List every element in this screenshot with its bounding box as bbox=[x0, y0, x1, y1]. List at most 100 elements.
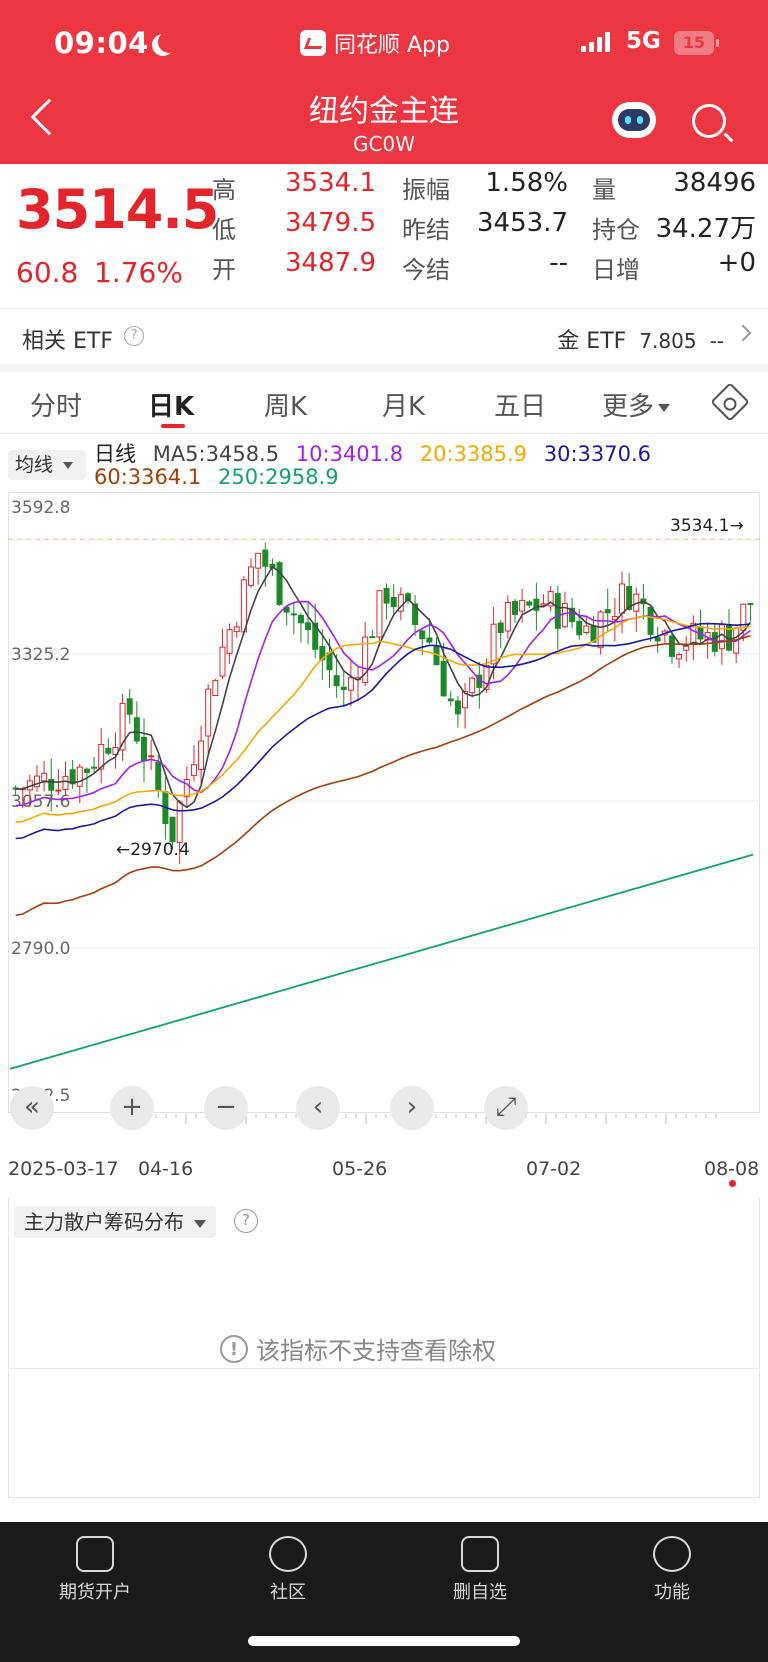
candle-down bbox=[533, 598, 540, 611]
candle-down bbox=[297, 614, 304, 624]
chip-divider bbox=[8, 1368, 760, 1369]
chip-selector-label: 主力散户筹码分布 bbox=[24, 1210, 184, 1234]
minus-square-icon bbox=[461, 1536, 499, 1572]
status-app[interactable]: 同花顺 App bbox=[300, 27, 450, 59]
chart-canvas[interactable]: 3592.83325.23057.62790.02522.53534.1→←29… bbox=[8, 492, 760, 1144]
tab-monthly-k[interactable]: 月K bbox=[382, 392, 426, 422]
chevron-down-icon bbox=[194, 1219, 207, 1228]
candle-up bbox=[519, 599, 526, 612]
status-time: 09:04 bbox=[54, 26, 149, 60]
nav-community[interactable]: 社区 bbox=[228, 1536, 348, 1604]
ma10-line bbox=[15, 600, 751, 807]
price-change: 60.8 bbox=[16, 256, 79, 289]
chart-frame bbox=[8, 492, 760, 1113]
candle-up bbox=[98, 743, 105, 770]
scroll-start-button[interactable]: « bbox=[10, 1086, 54, 1130]
candle-down bbox=[626, 586, 633, 610]
candle-down bbox=[569, 607, 576, 623]
candle-up bbox=[183, 778, 190, 798]
candle-down bbox=[283, 606, 290, 613]
price-change-pct: 1.76% bbox=[94, 256, 183, 289]
high-price-marker: 3534.1→ bbox=[670, 516, 744, 536]
assistant-robot-icon[interactable] bbox=[612, 102, 656, 138]
related-etf-row[interactable]: 相关 ETF ? 金 ETF 7.805 -- bbox=[0, 308, 768, 364]
ma60-value: 60:3364.1 bbox=[94, 465, 202, 489]
network-type: 5G bbox=[626, 28, 661, 54]
open-label: 开 bbox=[212, 256, 236, 284]
help-icon[interactable]: ? bbox=[234, 1209, 258, 1233]
candle-up bbox=[619, 583, 626, 614]
candle-down bbox=[69, 769, 76, 785]
nav-label: 功能 bbox=[654, 1582, 690, 1603]
x-tick-label: 2025-03-17 bbox=[8, 1158, 119, 1180]
chip-indicator-selector[interactable]: 主力散户筹码分布 bbox=[14, 1206, 217, 1238]
tab-five-day[interactable]: 五日 bbox=[494, 392, 547, 422]
candle-down bbox=[91, 766, 98, 769]
info-icon[interactable]: ? bbox=[124, 326, 144, 346]
candle-down bbox=[419, 630, 426, 640]
candle-down bbox=[654, 637, 661, 642]
y-tick-label: 3592.8 bbox=[11, 498, 70, 518]
candle-down bbox=[312, 622, 319, 650]
indicator-selector[interactable]: 均线 bbox=[8, 450, 86, 480]
candle-up bbox=[740, 603, 747, 631]
candle-down bbox=[369, 636, 376, 639]
etf-summary: 金 ETF 7.805 -- bbox=[557, 323, 724, 355]
candle-down bbox=[276, 562, 283, 605]
candle-down bbox=[668, 635, 675, 657]
candle-down bbox=[155, 761, 162, 791]
candle-down bbox=[412, 603, 419, 625]
today-marker bbox=[729, 1180, 736, 1187]
search-icon[interactable] bbox=[692, 104, 726, 138]
candle-up bbox=[226, 629, 233, 654]
candle-up bbox=[483, 664, 490, 690]
zoom-out-button[interactable]: − bbox=[204, 1086, 248, 1130]
low-value: 3479.5 bbox=[285, 208, 376, 238]
chevron-down-icon bbox=[63, 462, 74, 469]
x-tick-label: 05-26 bbox=[332, 1158, 388, 1180]
candle-up bbox=[462, 690, 469, 709]
nav-remove-watchlist[interactable]: 删自选 bbox=[420, 1536, 540, 1604]
y-tick-label: 2790.0 bbox=[11, 939, 70, 959]
candle-down bbox=[390, 597, 397, 608]
scroll-right-button[interactable]: › bbox=[390, 1086, 434, 1130]
candle-down bbox=[404, 593, 411, 602]
active-tab-indicator bbox=[161, 424, 185, 428]
volume-value: 38496 bbox=[673, 168, 756, 198]
nav-futures-account[interactable]: 期货开户 bbox=[35, 1536, 155, 1604]
tab-intraday[interactable]: 分时 bbox=[30, 392, 83, 422]
amplitude-label: 振幅 bbox=[402, 176, 450, 204]
prev-settle-label: 昨结 bbox=[402, 216, 450, 244]
candle-down bbox=[454, 700, 461, 715]
ma20-line bbox=[15, 615, 751, 823]
candle-up bbox=[212, 680, 219, 697]
last-price: 3514.5 bbox=[16, 178, 219, 241]
candle-up bbox=[547, 591, 554, 607]
ma-legend-row1: 日线 MA5:3458.5 10:3401.8 20:3385.9 30:337… bbox=[94, 438, 661, 468]
ma30-value: 30:3370.6 bbox=[543, 442, 651, 466]
ma-period: 日线 bbox=[94, 442, 136, 466]
nav-functions[interactable]: 功能 bbox=[612, 1536, 732, 1604]
zoom-in-button[interactable]: + bbox=[110, 1086, 154, 1130]
candle-down bbox=[497, 622, 504, 634]
candle-up bbox=[347, 677, 354, 691]
quote-panel: 3514.5 60.8 1.76% 高 3534.1 低 3479.5 开 34… bbox=[0, 164, 768, 306]
high-label: 高 bbox=[212, 176, 236, 204]
tab-daily-k[interactable]: 日K bbox=[148, 392, 195, 422]
candle-down bbox=[105, 747, 112, 754]
candle-down bbox=[305, 622, 312, 631]
top-bar: 09:04 同花顺 App 5G 15 纽约金主连 GC0W bbox=[0, 0, 768, 164]
tab-more-label: 更多 bbox=[602, 392, 655, 422]
candlestick-chart[interactable]: 3592.83325.23057.62790.02522.53534.1→←29… bbox=[8, 492, 760, 1144]
chevron-down-icon bbox=[658, 403, 671, 412]
tab-more[interactable]: 更多 bbox=[602, 386, 671, 423]
candle-up bbox=[41, 772, 48, 782]
candle-up bbox=[119, 702, 126, 751]
ma5-value: MA5:3458.5 bbox=[152, 442, 280, 466]
scroll-left-button[interactable]: ‹ bbox=[296, 1086, 340, 1130]
fullscreen-button[interactable]: ⤢ bbox=[484, 1086, 528, 1130]
candle-down bbox=[383, 588, 390, 604]
candle-up bbox=[583, 625, 590, 634]
related-etf-label: 相关 ETF bbox=[22, 329, 113, 354]
tab-weekly-k[interactable]: 周K bbox=[264, 392, 308, 422]
